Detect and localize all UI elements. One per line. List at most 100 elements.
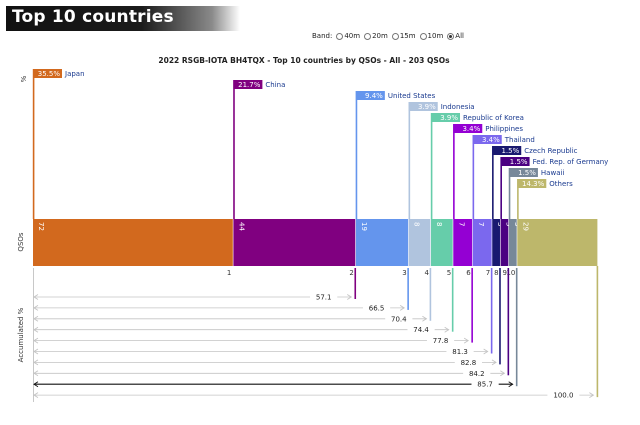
- country-label: Fed. Rep. of Germany: [533, 158, 609, 166]
- band-option-label: 15m: [399, 32, 416, 40]
- accumulated-label-bg: [463, 368, 491, 378]
- qso-bar-segment: [431, 219, 453, 266]
- qso-value-label: 44: [237, 222, 245, 231]
- country-label: Thailand: [504, 136, 535, 144]
- accumulated-value: 66.5: [369, 304, 385, 312]
- country-label: Czech Republic: [524, 147, 577, 155]
- rank-label: 9: [502, 269, 506, 277]
- qso-bar-segment: [33, 219, 233, 266]
- band-option-10m[interactable]: 10m: [419, 32, 444, 40]
- page-header: Top 10 countries: [6, 6, 240, 31]
- rank-label: 4: [425, 269, 430, 277]
- qso-value-label: 7: [477, 222, 485, 226]
- accumulated-arrowhead-left: [33, 359, 39, 366]
- percent-value: 3.4%: [482, 136, 500, 144]
- country-label: Philippines: [485, 125, 523, 133]
- qso-bar-segment: [408, 219, 431, 266]
- percent-value: 3.4%: [462, 125, 480, 133]
- qso-bar-segment: [233, 219, 356, 266]
- qso-bar-segment: [453, 219, 473, 266]
- percent-value: 1.5%: [510, 158, 528, 166]
- percent-value: 9.4%: [365, 92, 383, 100]
- accumulated-label-bg: [407, 324, 435, 334]
- accumulated-value: 57.1: [316, 294, 332, 302]
- rank-label: 7: [486, 269, 490, 277]
- accumulated-arrowhead-right: [508, 381, 514, 388]
- percent-tag: [233, 80, 263, 89]
- accumulated-value: 77.8: [433, 337, 449, 345]
- accumulated-arrowhead-left: [33, 381, 39, 388]
- country-label: China: [265, 81, 285, 89]
- percent-tag: [500, 157, 530, 166]
- accumulated-value: 81.3: [452, 348, 468, 356]
- qso-value-label: 8: [413, 222, 421, 226]
- radio-10m[interactable]: [419, 32, 427, 40]
- accumulated-arrowhead-left: [33, 326, 39, 333]
- page-title: Top 10 countries: [12, 7, 174, 27]
- rank-label: 5: [447, 269, 451, 277]
- country-label: United States: [388, 92, 436, 100]
- radio-20m[interactable]: [364, 32, 372, 40]
- chart-title: 2022 RSGB-IOTA BH4TQX - Top 10 countries…: [158, 56, 450, 65]
- accumulated-label-bg: [310, 292, 338, 301]
- accumulated-label-bg: [446, 346, 474, 356]
- accumulated-arrowhead-left: [33, 294, 39, 300]
- percent-tag: [453, 124, 483, 133]
- percent-tag: [431, 113, 461, 122]
- qso-value-label: 3: [513, 222, 521, 226]
- qso-value-label: 29: [521, 222, 529, 231]
- band-option-label: 10m: [427, 32, 444, 40]
- percent-tag: [355, 91, 385, 100]
- accumulated-arrowhead-right: [444, 326, 450, 333]
- country-label: Republic of Korea: [463, 114, 524, 122]
- country-label: Japan: [64, 70, 85, 78]
- qso-value-label: 3: [505, 222, 513, 226]
- band-option-label: 40m: [344, 32, 361, 40]
- accumulated-arrowhead-right: [399, 305, 405, 311]
- accumulated-arrowhead-left: [33, 337, 39, 344]
- band-option-40m[interactable]: 40m: [336, 32, 360, 40]
- country-label: Hawaii: [541, 169, 565, 177]
- band-option-15m[interactable]: 15m: [391, 32, 416, 40]
- accumulated-label-bg: [547, 390, 580, 400]
- qsos-axis-label: QSOs: [17, 232, 25, 251]
- qso-value-label: 8: [435, 222, 443, 226]
- radio-40m[interactable]: [336, 32, 344, 40]
- country-label: Others: [549, 180, 573, 188]
- band-option-label: 20m: [372, 32, 388, 40]
- percent-tag: [408, 102, 438, 111]
- qso-bar-segment: [517, 219, 598, 266]
- accumulated-arrowhead-left: [33, 370, 39, 377]
- qso-bar-segment: [500, 219, 509, 266]
- radio-all[interactable]: [447, 32, 455, 40]
- band-option-all[interactable]: All: [447, 32, 464, 40]
- band-option-label: All: [455, 32, 464, 40]
- percent-tag: [472, 135, 502, 144]
- accumulated-arrowhead-right: [491, 359, 497, 366]
- percent-tag: [33, 69, 62, 78]
- percent-value: 1.5%: [501, 147, 519, 155]
- rank-label: 1: [227, 269, 231, 277]
- accumulated-arrowhead-right: [483, 348, 489, 355]
- percent-value: 14.3%: [522, 180, 545, 188]
- qso-value-label: 7: [457, 222, 465, 226]
- country-label: Indonesia: [441, 103, 475, 111]
- accumulated-value: 84.2: [469, 370, 485, 378]
- band-option-20m[interactable]: 20m: [364, 32, 388, 40]
- accumulated-label-bg: [454, 357, 482, 367]
- qso-value-label: 19: [360, 222, 368, 231]
- accumulated-axis-label: Accumulated %: [17, 307, 25, 362]
- accumulated-value: 100.0: [553, 392, 573, 400]
- accumulated-arrowhead-left: [33, 348, 39, 355]
- radio-15m[interactable]: [391, 32, 399, 40]
- rank-label: 6: [466, 269, 471, 277]
- percent-tag: [517, 179, 547, 188]
- band-selector: Band: 40m 20m 15m 10m All: [312, 30, 464, 42]
- accumulated-value: 85.7: [477, 381, 493, 389]
- accumulated-arrowhead-right: [422, 315, 428, 322]
- accumulated-label-bg: [362, 302, 391, 312]
- qso-bar-segment: [355, 219, 409, 266]
- accumulated-label-bg: [385, 313, 413, 323]
- rank-label: 3: [402, 269, 406, 277]
